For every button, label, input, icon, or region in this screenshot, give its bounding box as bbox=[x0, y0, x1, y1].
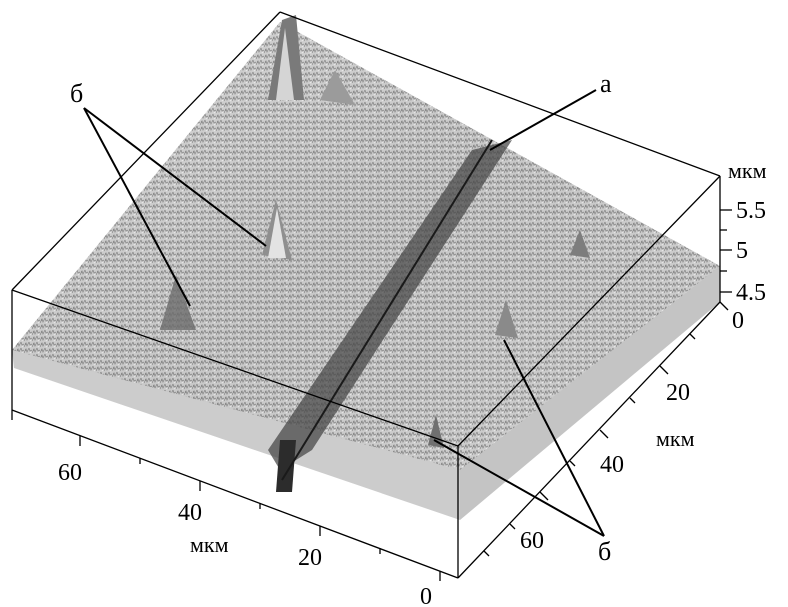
right-tick-0: 0 bbox=[732, 308, 744, 334]
z-axis-unit: мкм bbox=[728, 158, 767, 183]
surface-topography bbox=[12, 22, 720, 520]
right-tick-40: 40 bbox=[600, 452, 624, 478]
z-tick-4-5: 4.5 bbox=[736, 280, 766, 306]
surface-peaks bbox=[160, 15, 590, 448]
front-tick-60: 60 bbox=[58, 460, 82, 486]
front-tick-0: 0 bbox=[420, 584, 432, 607]
front-tick-40: 40 bbox=[178, 500, 202, 526]
front-tick-20: 20 bbox=[298, 545, 322, 571]
z-axis bbox=[720, 209, 732, 293]
bounding-box bbox=[11, 11, 721, 579]
right-axis-unit: мкм bbox=[656, 426, 695, 451]
label-a: а bbox=[600, 69, 612, 98]
front-axis-unit: мкм bbox=[190, 532, 229, 557]
label-b-left: б bbox=[70, 79, 83, 108]
front-axis bbox=[11, 410, 441, 581]
right-tick-60: 60 bbox=[520, 528, 544, 554]
right-tick-20: 20 bbox=[666, 380, 690, 406]
label-b-right: б bbox=[598, 537, 611, 566]
groove-feature bbox=[268, 139, 512, 492]
right-axis bbox=[483, 301, 729, 557]
z-tick-5: 5 bbox=[736, 238, 748, 264]
callout-lines bbox=[83, 89, 605, 537]
z-tick-5-5: 5.5 bbox=[736, 198, 766, 224]
